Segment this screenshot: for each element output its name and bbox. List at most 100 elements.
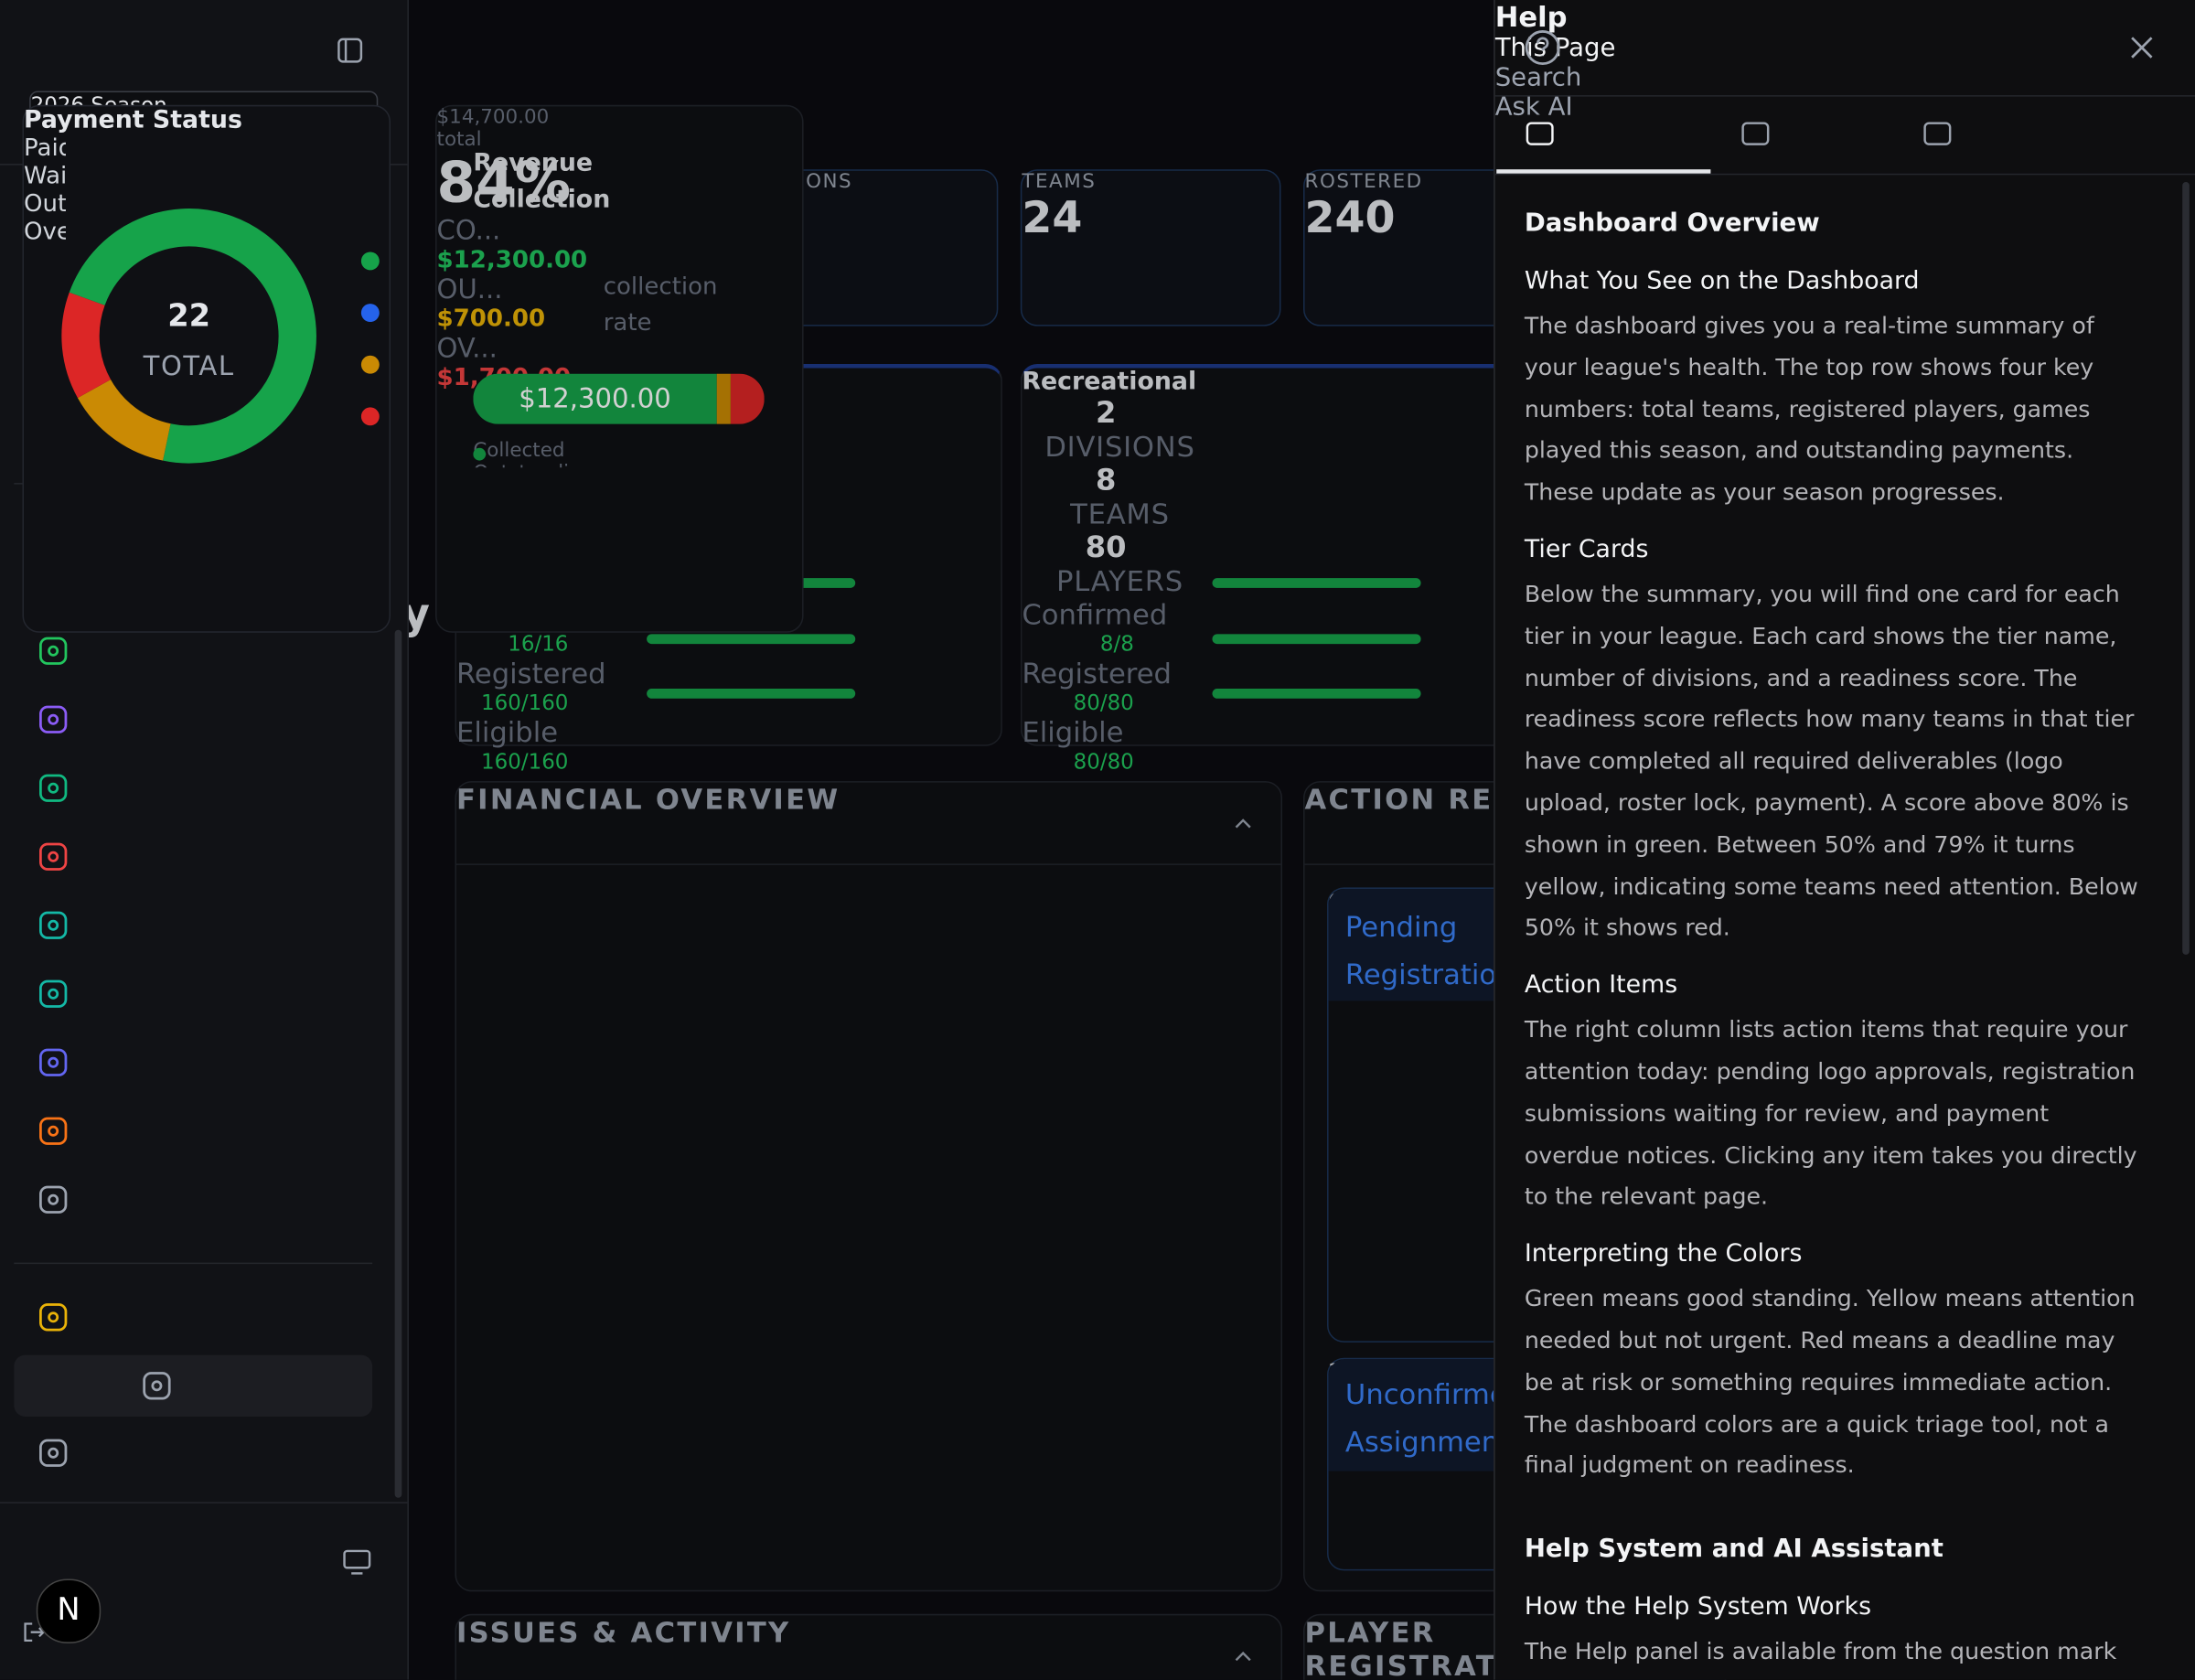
bar-label: $12,300.00 [519, 382, 671, 413]
help-tab[interactable]: Search [1494, 62, 1582, 93]
icon-shape [39, 1117, 68, 1145]
icon-shape [39, 979, 68, 1008]
progress-bar [1212, 578, 1421, 588]
help-heading: Interpreting the Colors [1524, 1240, 1803, 1268]
card-heading: ISSUES & ACTIVITY [455, 1615, 791, 1650]
donut-segment [61, 292, 112, 399]
icon-dot [48, 1447, 59, 1459]
icon-dot [48, 1193, 59, 1205]
icon-dot [48, 1125, 59, 1137]
dev-badge: N [36, 1578, 102, 1643]
nav-icon [39, 1303, 68, 1332]
help-heading: What You See on the Dashboard [1524, 267, 1920, 295]
icon-shape [1923, 122, 1952, 145]
help-tab[interactable]: This Page [1494, 33, 1616, 63]
tab-icon [1923, 122, 1952, 145]
metric-value: 8 [1095, 463, 1117, 498]
legend: CollectedOutstandingOverdue [473, 439, 802, 467]
progress-bar [647, 689, 856, 699]
progress-bar [647, 633, 856, 644]
scrollbar [2182, 181, 2190, 955]
icon-dot [48, 919, 59, 931]
donut-total-label: TOTAL [143, 350, 235, 381]
section-card: ISSUES & ACTIVITY [455, 1613, 1283, 1680]
nav-icon [39, 774, 68, 802]
progress-label: Registered [455, 656, 606, 690]
divider [455, 863, 1281, 865]
revenue-bar: $12,300.00 [473, 373, 765, 424]
icon-shape [39, 705, 68, 733]
help-heading: How the Help System Works [1524, 1593, 1872, 1621]
collapse-chevron [1235, 819, 1251, 829]
progress-label: Eligible [455, 715, 559, 749]
help-text: The dashboard gives you a real-time summ… [1524, 312, 2094, 506]
collection-rate: 84% [436, 151, 572, 216]
icon-dot [151, 1380, 163, 1392]
tab-icon [1741, 122, 1770, 145]
legend-label: Overdue [24, 218, 66, 247]
stat-label: TEAMS [1022, 170, 1097, 194]
legend-label: Collected [473, 439, 565, 463]
stat-label: ROSTERED [1304, 170, 1423, 194]
nav-icon [39, 1048, 68, 1076]
revenue-total-caption: total [436, 128, 482, 152]
icon-dot [48, 1056, 59, 1068]
summary-label: OU... [436, 273, 503, 305]
icon-shape [1741, 122, 1770, 145]
metric-label: PLAYERS [1056, 563, 1183, 598]
icon-shape [1536, 37, 1549, 57]
nav-icon [39, 911, 68, 939]
tier-card: Recreational 2 DIVISIONS 8 TEAMS 80 PLAYERS Con… [1020, 363, 1569, 774]
summary-value: $700.00 [436, 305, 546, 334]
icon-shape [39, 842, 68, 871]
card-title: Payment Status [24, 106, 242, 134]
progress-value: 16/16 [508, 631, 569, 657]
icon-shape [2131, 37, 2153, 59]
icon-dot [48, 1311, 59, 1323]
nav-icon [39, 1117, 68, 1145]
nav-icon [39, 842, 68, 871]
summary-label: OV... [436, 333, 498, 364]
donut-total: 22 [167, 298, 210, 334]
divider [14, 1262, 373, 1265]
help-heading: Action Items [1524, 971, 1678, 1001]
icon-shape [343, 1549, 371, 1569]
nav-icon [143, 1372, 171, 1400]
progress-bar [1212, 633, 1421, 644]
icon-shape [143, 1372, 171, 1400]
progress-value: 160/160 [481, 690, 569, 716]
progress-value: 8/8 [1099, 631, 1134, 657]
icon-shape [1526, 122, 1554, 145]
metric-label: DIVISIONS [1044, 429, 1195, 464]
scrollbar [394, 629, 402, 1498]
revenue-total: $14,700.00 [436, 106, 550, 129]
progress-value: 80/80 [1073, 690, 1134, 716]
metric-label: TEAMS [1070, 497, 1170, 531]
divider [1494, 95, 2195, 97]
help-text: Below the summary, you will find one car… [1524, 581, 2138, 942]
donut-segment [77, 379, 172, 461]
tab-icon [1526, 122, 1554, 145]
nav-icon [39, 1185, 68, 1214]
progress-bar [1212, 689, 1421, 699]
legend-label: Outstanding [24, 190, 66, 219]
close-button[interactable] [2129, 35, 2155, 60]
icon-shape [39, 1185, 68, 1214]
legend-swatch [360, 304, 380, 323]
icon-shape [39, 1048, 68, 1076]
summary-value: $12,300.00 [436, 246, 588, 274]
help-tab[interactable]: Ask AI [1494, 92, 1573, 123]
icon-dot [48, 782, 59, 794]
icon-shape [1235, 819, 1251, 829]
nav-icon [39, 979, 68, 1008]
icon-shape [337, 37, 363, 63]
help-content: Dashboard Overview What You See on the Da… [1525, 203, 2147, 1673]
collapse-chevron [1235, 1651, 1251, 1662]
help-text: The Help panel is available from the que… [1524, 1638, 2117, 1665]
legend-swatch [360, 407, 380, 426]
icon-dot [48, 851, 59, 862]
bar-segment [716, 373, 731, 424]
bar-group [473, 373, 765, 424]
legend-swatch [473, 447, 487, 461]
